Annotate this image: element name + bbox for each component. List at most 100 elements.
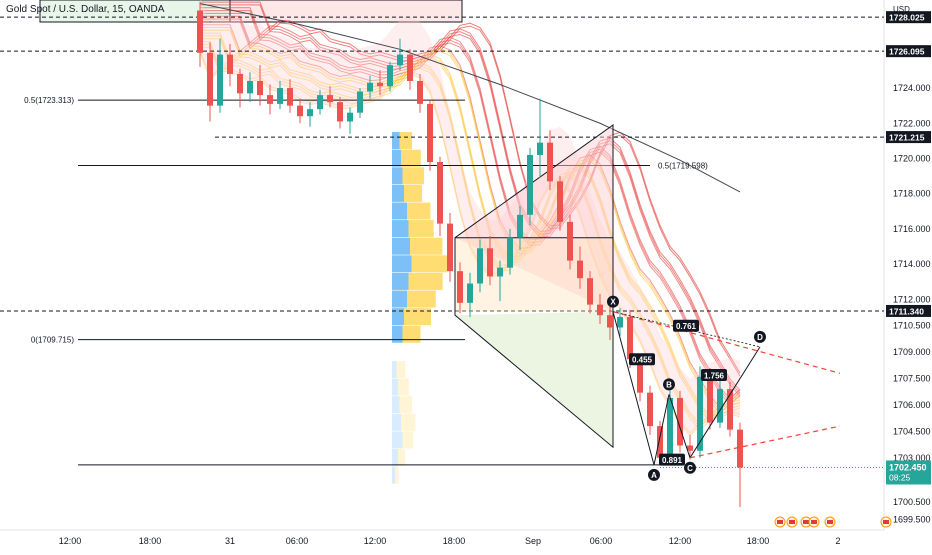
candle-body	[457, 271, 463, 303]
price-tick-label: 1712.000	[893, 294, 931, 304]
ma-ribbon-line	[200, 32, 741, 417]
candle-body	[197, 10, 203, 53]
candle-body	[547, 142, 553, 182]
ma-ribbon-line	[200, 27, 741, 412]
time-tick-label: 18:00	[443, 536, 466, 546]
time-tick-label: 18:00	[139, 536, 162, 546]
event-flag-icon	[803, 520, 809, 524]
candle-body	[217, 54, 223, 106]
harmonic-point-label: C	[687, 464, 693, 473]
countdown-label: 08:25	[889, 472, 911, 482]
candle-body	[377, 82, 383, 87]
price-tick-label: 1700.500	[893, 497, 931, 507]
volume-profile-bar	[398, 378, 409, 396]
volume-profile-bar	[399, 132, 413, 150]
harmonic-ratio-badge	[673, 319, 699, 332]
time-tick-label: Sep	[525, 536, 541, 546]
volume-profile-bar	[398, 449, 406, 467]
candle-body	[717, 389, 723, 423]
candle-body	[387, 65, 393, 87]
candle-body	[617, 316, 623, 328]
candle-body	[367, 82, 373, 92]
marked-level-label: 1728.025	[889, 13, 925, 23]
candle-body	[497, 267, 503, 277]
event-flag-icon	[827, 520, 833, 524]
candle-body	[337, 102, 343, 122]
time-tick-label: 12:00	[669, 536, 692, 546]
candle-body	[287, 88, 293, 106]
volume-profile-bar	[401, 149, 421, 167]
candle-body	[537, 142, 543, 155]
harmonic-point-marker	[607, 295, 619, 308]
volume-profile-bar	[392, 290, 407, 308]
candle-body	[667, 397, 673, 458]
candle-body	[487, 248, 493, 277]
candle-body	[577, 260, 583, 279]
volume-profile-bar	[401, 413, 416, 431]
currency-label: USD	[893, 5, 910, 14]
volume-profile-bar	[408, 220, 434, 238]
volume-profile-bar	[392, 449, 398, 467]
harmonic-leg-xa	[612, 311, 655, 465]
volume-profile-bar	[392, 132, 400, 150]
candle-body	[607, 315, 613, 328]
price-tick-label: 1718.000	[893, 189, 931, 199]
candle-body	[317, 95, 323, 110]
harmonic-ratio-label: 0.891	[662, 456, 683, 465]
volume-profile-bar	[392, 184, 404, 202]
price-tick-label: 1710.500	[893, 321, 931, 331]
time-tick-label: 12:00	[364, 536, 387, 546]
ma-ribbon-line	[200, 10, 741, 394]
slow-ma-line	[199, 3, 741, 193]
volume-profile-bar	[399, 396, 413, 414]
candle-body	[627, 316, 633, 360]
candle-body	[707, 376, 713, 423]
volume-profile-bar	[392, 308, 404, 326]
last-price-label: 1702.450	[889, 462, 927, 472]
candle-body	[307, 109, 313, 117]
candle-body	[277, 88, 283, 104]
fib-level-label: 0.5(1719.598)	[658, 162, 708, 171]
harmonic-ratio-badge	[701, 369, 727, 382]
candle-body	[417, 80, 423, 104]
candle-body	[437, 161, 443, 224]
harmonic-leg-bc	[668, 394, 691, 458]
time-tick-label: 18:00	[747, 536, 770, 546]
candle-body	[647, 392, 653, 427]
last-price-badge	[886, 460, 931, 485]
volume-profile-bar	[396, 360, 406, 378]
price-tick-label: 1714.000	[893, 259, 931, 269]
chart-title: Gold Spot / U.S. Dollar, 15, OANDA	[6, 4, 165, 15]
candle-body	[397, 54, 403, 66]
harmonic-point-marker	[754, 330, 766, 343]
volume-profile-bar	[402, 431, 414, 449]
candle-body	[257, 80, 263, 96]
volume-profile-bar	[392, 466, 395, 484]
harmonic-ratio-label: 0.761	[676, 322, 697, 331]
price-tick-label: 1722.000	[893, 118, 931, 128]
candle-body	[687, 445, 693, 451]
candle-body	[557, 181, 563, 222]
time-tick-label: 31	[225, 536, 235, 546]
volume-profile-bar	[392, 396, 400, 414]
volume-profile-bar	[408, 272, 443, 290]
harmonic-ratio-badge	[629, 353, 655, 366]
price-tick-label: 1724.000	[893, 83, 931, 93]
candle-body	[357, 91, 363, 113]
fib-level-label: 0.5(1723.313)	[24, 96, 74, 105]
marked-level-label: 1721.215	[889, 133, 925, 143]
candle-body	[207, 52, 213, 106]
volume-profile-bar	[392, 255, 412, 273]
projection-red-zone	[455, 125, 613, 312]
volume-profile-bar	[392, 202, 407, 220]
ma-ribbon-line	[200, 38, 741, 423]
volume-profile-bar	[407, 290, 436, 308]
ma-ribbon-line	[200, 7, 741, 391]
candle-body	[427, 103, 433, 162]
harmonic-point-label: X	[610, 298, 616, 307]
marked-level-label: 1711.340	[889, 306, 924, 316]
candle-body	[527, 154, 533, 215]
candle-body	[327, 95, 333, 103]
